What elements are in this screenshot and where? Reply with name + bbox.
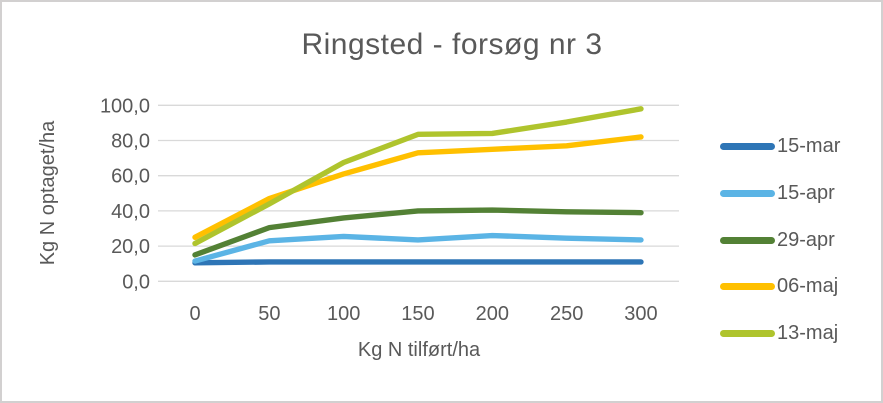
y-tick-label: 80,0 — [111, 131, 150, 153]
y-tick-label: 60,0 — [111, 166, 150, 188]
legend-item-15-mar: 15-mar — [720, 134, 840, 158]
legend-swatch-15-mar — [720, 142, 775, 150]
y-tick-label: 100,0 — [100, 95, 150, 117]
y-tick-label: 40,0 — [111, 201, 150, 223]
legend-swatch-06-maj — [720, 282, 775, 290]
legend-swatch-13-maj — [720, 329, 775, 337]
x-tick-label: 50 — [258, 303, 280, 325]
legend: 15-mar 15-apr 29-apr 06-maj 13-maj — [720, 2, 881, 401]
x-tick-label: 300 — [624, 303, 657, 325]
series-line-15-mar — [192, 259, 644, 266]
legend-label: 15-mar — [777, 134, 841, 157]
legend-label: 15-apr — [777, 181, 835, 204]
legend-item-13-maj: 13-maj — [720, 321, 838, 345]
series-line-15-apr — [192, 232, 644, 264]
legend-item-15-apr: 15-apr — [720, 181, 835, 205]
series-line-29-apr — [192, 207, 644, 258]
series-line-13-maj — [192, 106, 644, 247]
x-tick-label: 250 — [550, 303, 583, 325]
legend-label: 29-apr — [777, 228, 835, 251]
y-tick-label: 20,0 — [111, 236, 150, 258]
x-axis-title: Kg N tilført/ha — [357, 339, 481, 361]
x-tick-label: 100 — [327, 303, 360, 325]
legend-label: 13-maj — [777, 321, 839, 344]
legend-label: 06-maj — [777, 274, 839, 297]
legend-item-06-maj: 06-maj — [720, 274, 838, 298]
chart-title: Ringsted - forsøg nr 3 — [301, 28, 603, 61]
legend-swatch-15-apr — [720, 189, 775, 197]
legend-item-29-apr: 29-apr — [720, 228, 835, 252]
x-tick-label: 200 — [476, 303, 509, 325]
x-tick-label: 0 — [189, 303, 200, 325]
y-tick-label: 0,0 — [122, 271, 150, 293]
series-line-06-maj — [192, 134, 644, 241]
legend-swatch-29-apr — [720, 236, 775, 244]
x-tick-label: 150 — [401, 303, 434, 325]
